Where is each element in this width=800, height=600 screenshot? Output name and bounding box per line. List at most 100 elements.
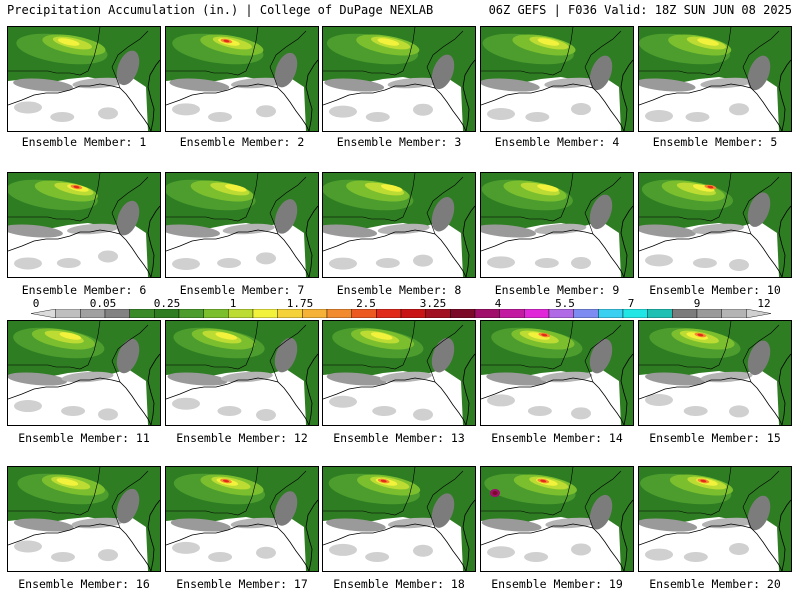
- ensemble-member-label: Ensemble Member: 8: [336, 283, 462, 297]
- ensemble-member-label: Ensemble Member: 15: [649, 431, 781, 445]
- colorbar-segment: [721, 309, 747, 318]
- ensemble-member-label: Ensemble Member: 1: [21, 135, 147, 149]
- ensemble-member-label: Ensemble Member: 7: [179, 283, 305, 297]
- colorbar-tick-label: 0.25: [153, 297, 181, 310]
- ensemble-member-label: Ensemble Member: 11: [18, 431, 150, 445]
- precipitation-map: [323, 321, 475, 425]
- precipitation-map: [323, 173, 475, 277]
- ensemble-member-map: [480, 172, 634, 278]
- ensemble-member-label: Ensemble Member: 19: [491, 577, 623, 591]
- ensemble-member-map: [322, 466, 476, 572]
- colorbar-tick-label: 7: [627, 297, 635, 310]
- colorbar-tick-label: 12: [757, 297, 771, 310]
- precipitation-map: [166, 467, 318, 571]
- ensemble-member-map: [480, 320, 634, 426]
- ensemble-member-label: Ensemble Member: 20: [649, 577, 781, 591]
- colorbar-segment: [672, 309, 698, 318]
- precipitation-map: [8, 173, 160, 277]
- ensemble-member-label: Ensemble Member: 3: [336, 135, 462, 149]
- colorbar-segment: [647, 309, 673, 318]
- colorbar-tick-label: 5.5: [555, 297, 575, 310]
- colorbar-segment: [326, 309, 352, 318]
- colorbar-tick-label: 0.05: [89, 297, 117, 310]
- precipitation-map: [639, 173, 791, 277]
- ensemble-member-label: Ensemble Member: 2: [179, 135, 305, 149]
- ensemble-member-label: Ensemble Member: 14: [491, 431, 623, 445]
- ensemble-member-label: Ensemble Member: 10: [649, 283, 781, 297]
- ensemble-member-map: [322, 26, 476, 132]
- colorbar-segment: [228, 309, 254, 318]
- ensemble-member-map: [165, 26, 319, 132]
- colorbar-tick-label: 4: [494, 297, 502, 310]
- colorbar-tick-label: 3.25: [419, 297, 447, 310]
- colorbar-segment: [474, 309, 500, 318]
- precipitation-map: [166, 27, 318, 131]
- header-title: Precipitation Accumulation (in.) | Colle…: [7, 3, 434, 17]
- precipitation-map: [481, 321, 633, 425]
- ensemble-member-map: [638, 172, 792, 278]
- precipitation-map: [8, 27, 160, 131]
- colorbar-segment: [746, 309, 771, 318]
- precipitation-map: [8, 467, 160, 571]
- precipitation-map: [8, 321, 160, 425]
- colorbar-segment: [154, 309, 180, 318]
- colorbar-segment: [104, 309, 130, 318]
- precipitation-map: [481, 27, 633, 131]
- colorbar-segment: [80, 309, 106, 318]
- ensemble-member-map: [480, 26, 634, 132]
- precipitation-map: [166, 173, 318, 277]
- colorbar: [31, 309, 771, 318]
- ensemble-member-map: [638, 320, 792, 426]
- colorbar-segment: [622, 309, 648, 318]
- ensemble-member-label: Ensemble Member: 4: [494, 135, 620, 149]
- colorbar-tick-label: 1.75: [286, 297, 314, 310]
- colorbar-segment: [277, 309, 303, 318]
- colorbar-tick-label: 0: [32, 297, 40, 310]
- precipitation-map: [166, 321, 318, 425]
- colorbar-segment: [450, 309, 476, 318]
- ensemble-member-label: Ensemble Member: 16: [18, 577, 150, 591]
- ensemble-member-label: Ensemble Member: 5: [652, 135, 778, 149]
- colorbar-segment: [524, 309, 550, 318]
- ensemble-member-map: [7, 172, 161, 278]
- colorbar-tick-label: 2.5: [356, 297, 376, 310]
- ensemble-member-label: Ensemble Member: 13: [333, 431, 465, 445]
- ensemble-member-map: [322, 320, 476, 426]
- ensemble-member-map: [7, 320, 161, 426]
- colorbar-tick-label: 9: [693, 297, 701, 310]
- colorbar-segment: [376, 309, 402, 318]
- precipitation-map: [323, 27, 475, 131]
- colorbar-segment: [55, 309, 81, 318]
- ensemble-member-map: [165, 320, 319, 426]
- ensemble-member-map: [165, 466, 319, 572]
- precipitation-map: [639, 27, 791, 131]
- colorbar-segment: [351, 309, 377, 318]
- colorbar-tick-label: 1: [229, 297, 237, 310]
- colorbar-segment: [31, 309, 56, 318]
- ensemble-member-map: [165, 172, 319, 278]
- ensemble-member-label: Ensemble Member: 17: [176, 577, 308, 591]
- ensemble-member-map: [638, 26, 792, 132]
- precipitation-map: [639, 321, 791, 425]
- precipitation-map: [481, 173, 633, 277]
- precipitation-map: [639, 467, 791, 571]
- ensemble-member-map: [7, 466, 161, 572]
- ensemble-member-label: Ensemble Member: 18: [333, 577, 465, 591]
- precipitation-map: [323, 467, 475, 571]
- ensemble-member-label: Ensemble Member: 12: [176, 431, 308, 445]
- colorbar-segment: [203, 309, 229, 318]
- precipitation-map: [481, 467, 633, 571]
- colorbar-segment: [302, 309, 328, 318]
- ensemble-member-map: [7, 26, 161, 132]
- ensemble-member-label: Ensemble Member: 9: [494, 283, 620, 297]
- colorbar-segment: [178, 309, 204, 318]
- colorbar-segment: [425, 309, 451, 318]
- header-valid-time: 06Z GEFS | F036 Valid: 18Z SUN JUN 08 20…: [488, 3, 792, 17]
- colorbar-segment: [696, 309, 722, 318]
- ensemble-member-map: [322, 172, 476, 278]
- ensemble-member-map: [638, 466, 792, 572]
- colorbar-segment: [548, 309, 574, 318]
- colorbar-segment: [129, 309, 155, 318]
- colorbar-segment: [252, 309, 278, 318]
- colorbar-segment: [499, 309, 525, 318]
